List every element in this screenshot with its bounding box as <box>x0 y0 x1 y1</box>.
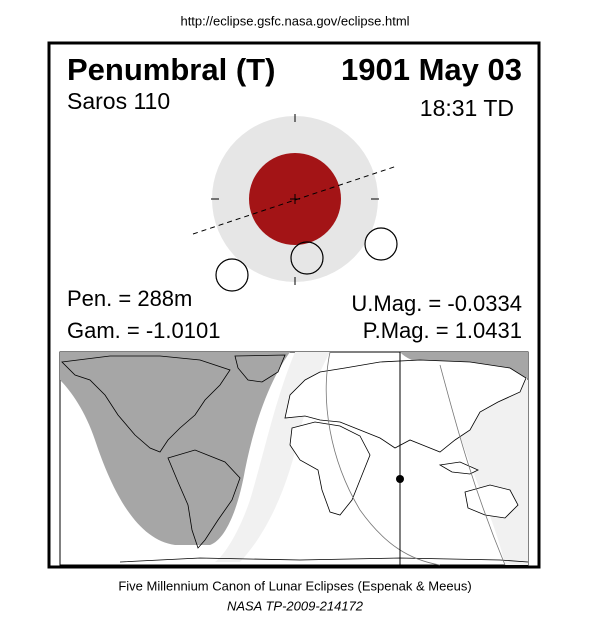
sublunar-point <box>396 475 404 483</box>
continent <box>284 359 527 453</box>
eclipse-type: Penumbral (T) <box>67 52 275 87</box>
url: http://eclipse.gsfc.nasa.gov/eclipse.htm… <box>180 13 409 28</box>
continent <box>119 557 529 563</box>
shadow-diagram <box>192 114 398 292</box>
continent <box>438 461 479 475</box>
gamma: Gam. = -1.0101 <box>67 318 220 343</box>
moon <box>364 227 398 261</box>
moon <box>215 258 249 292</box>
time: 18:31 TD <box>420 95 514 121</box>
penumbral-duration: Pen. = 288m <box>67 286 192 311</box>
saros: Saros 110 <box>67 88 170 114</box>
date: 1901 May 03 <box>341 52 522 87</box>
continent <box>167 449 241 549</box>
world-map <box>59 351 529 566</box>
footer-reference: NASA TP-2009-214172 <box>227 598 364 613</box>
penumbral-magnitude: P.Mag. = 1.0431 <box>363 318 522 343</box>
continent <box>61 355 231 453</box>
continent <box>234 354 286 383</box>
night-region <box>60 352 290 545</box>
moon <box>290 241 324 275</box>
terminator <box>325 351 441 566</box>
terminator <box>439 364 506 566</box>
footer-canon: Five Millennium Canon of Lunar Eclipses … <box>118 578 471 593</box>
umbral-magnitude: U.Mag. = -0.0334 <box>351 291 522 316</box>
